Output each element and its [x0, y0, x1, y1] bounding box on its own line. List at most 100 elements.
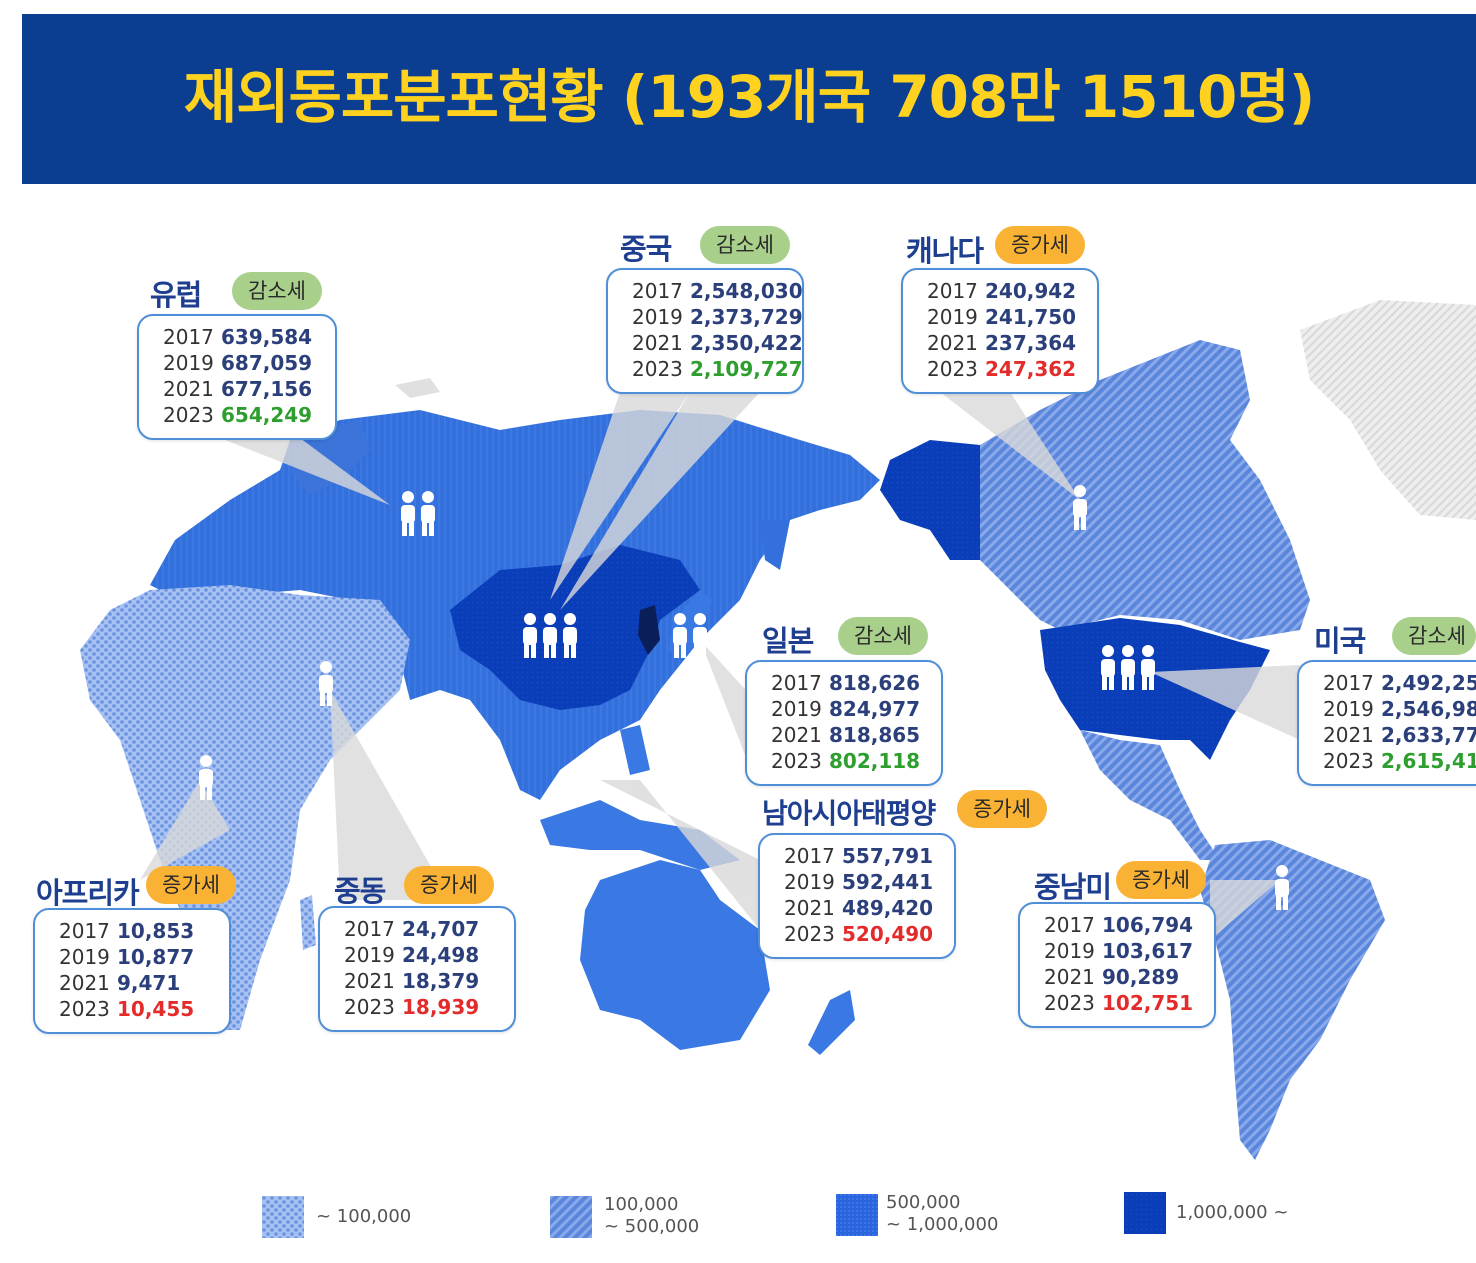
page-title: 재외동포분포현황 (193개국 708만 1510명)	[183, 63, 1315, 131]
stats-year: 2021	[927, 331, 978, 355]
stats-row: 2017 106,794	[1044, 912, 1214, 938]
stats-year: 2019	[1323, 697, 1374, 721]
stats-row: 2023 520,490	[784, 921, 954, 947]
stats-value: 824,977	[829, 697, 921, 721]
legend-label: 500,000	[886, 1192, 961, 1213]
stats-year: 2017	[59, 919, 110, 943]
stats-row: 2021 9,471	[59, 970, 229, 996]
stats-row: 2021 90,289	[1044, 964, 1214, 990]
stats-value: 240,942	[985, 279, 1077, 303]
legend-label-2: ~ 1,000,000	[886, 1214, 999, 1235]
stats-value: 677,156	[221, 377, 313, 401]
callout-wedges	[140, 392, 1300, 940]
stats-value: 2,492,252	[1381, 671, 1476, 695]
stats-year: 2021	[784, 896, 835, 920]
region-name-china: 중국	[620, 232, 672, 266]
canada-shape	[980, 340, 1310, 640]
stats-value: 247,362	[985, 357, 1077, 381]
stats-value: 520,490	[842, 922, 934, 946]
stats-year: 2017	[784, 844, 835, 868]
stats-year: 2019	[784, 870, 835, 894]
stats-row: 2023 2,615,419	[1323, 748, 1476, 774]
title-banner: 재외동포분포현황 (193개국 708만 1510명)	[22, 14, 1476, 184]
new-zealand-shape	[808, 990, 855, 1055]
trend-badge-africa: 증가세	[146, 866, 236, 904]
stats-value: 2,548,030	[690, 279, 803, 303]
madagascar-shape	[300, 895, 316, 950]
legend-label-2: ~ 500,000	[604, 1216, 700, 1237]
trend-badge-usa: 감소세	[1392, 617, 1476, 655]
region-name-middle-east: 중동	[334, 874, 386, 908]
stats-value: 2,350,422	[690, 331, 803, 355]
two-people-icon	[398, 490, 438, 542]
stats-year: 2023	[1044, 991, 1095, 1015]
stats-year: 2021	[1323, 723, 1374, 747]
stats-value: 102,751	[1102, 991, 1194, 1015]
stats-year: 2017	[632, 279, 683, 303]
stats-row: 2017 240,942	[927, 278, 1097, 304]
region-name-latin-america: 중남미	[1034, 870, 1112, 904]
trend-badge-china: 감소세	[700, 226, 790, 264]
scandinavia-shape	[290, 420, 370, 495]
stats-box-south-asia-pacific: 2017 557,791 2019 592,441 2021 489,420 2023 520…	[758, 833, 956, 959]
stats-row: 2019 2,546,982	[1323, 696, 1476, 722]
one-person-icon	[1272, 864, 1292, 916]
region-name-canada: 캐나다	[906, 234, 984, 268]
stats-row: 2023 10,455	[59, 996, 229, 1022]
stats-box-middle-east: 2017 24,707 2019 24,498 2021 18,379 2023 18,939	[318, 906, 516, 1032]
legend-swatch-dots	[262, 1196, 304, 1238]
region-name-japan: 일본	[762, 624, 814, 658]
stats-value: 2,373,729	[690, 305, 803, 329]
stats-year: 2017	[1044, 913, 1095, 937]
stats-year: 2023	[632, 357, 683, 381]
stats-value: 802,118	[829, 749, 921, 773]
greenland-shape	[1300, 300, 1476, 520]
stats-year: 2021	[163, 377, 214, 401]
stats-value: 687,059	[221, 351, 313, 375]
trend-badge-latin-america: 증가세	[1116, 861, 1206, 899]
trend-badge-europe: 감소세	[232, 272, 322, 310]
stats-value: 90,289	[1102, 965, 1180, 989]
region-name-usa: 미국	[1314, 624, 1366, 658]
stats-row: 2019 592,441	[784, 869, 954, 895]
stats-value: 10,877	[117, 945, 195, 969]
stats-year: 2021	[771, 723, 822, 747]
stats-value: 2,615,419	[1381, 749, 1476, 773]
legend-swatch-solid	[1124, 1192, 1166, 1234]
stats-value: 106,794	[1102, 913, 1194, 937]
china-shape	[450, 545, 700, 710]
stats-year: 2023	[927, 357, 978, 381]
stats-value: 237,364	[985, 331, 1077, 355]
stats-year: 2023	[784, 922, 835, 946]
stats-year: 2017	[163, 325, 214, 349]
stats-year: 2023	[59, 997, 110, 1021]
stats-value: 10,853	[117, 919, 195, 943]
stats-row: 2021 489,420	[784, 895, 954, 921]
stats-year: 2023	[771, 749, 822, 773]
stats-value: 592,441	[842, 870, 934, 894]
stats-row: 2019 241,750	[927, 304, 1097, 330]
stats-year: 2017	[344, 917, 395, 941]
trend-badge-japan: 감소세	[838, 617, 928, 655]
stats-year: 2023	[1323, 749, 1374, 773]
stats-row: 2023 247,362	[927, 356, 1097, 382]
stats-row: 2017 24,707	[344, 916, 514, 942]
stats-value: 818,865	[829, 723, 921, 747]
three-people-icon	[520, 612, 580, 664]
alaska-shape	[880, 440, 980, 560]
stats-year: 2017	[771, 671, 822, 695]
stats-year: 2019	[59, 945, 110, 969]
stats-row: 2017 10,853	[59, 918, 229, 944]
stats-row: 2021 2,350,422	[632, 330, 803, 356]
two-people-icon	[670, 612, 710, 664]
stats-row: 2017 639,584	[163, 324, 335, 350]
stats-value: 24,707	[402, 917, 480, 941]
stats-value: 489,420	[842, 896, 934, 920]
stats-row: 2017 818,626	[771, 670, 941, 696]
region-name-africa: 아프리카	[36, 876, 140, 910]
stats-row: 2019 24,498	[344, 942, 514, 968]
stats-year: 2019	[927, 305, 978, 329]
stats-row: 2021 818,865	[771, 722, 941, 748]
one-person-icon	[316, 660, 336, 712]
stats-row: 2017 557,791	[784, 843, 954, 869]
